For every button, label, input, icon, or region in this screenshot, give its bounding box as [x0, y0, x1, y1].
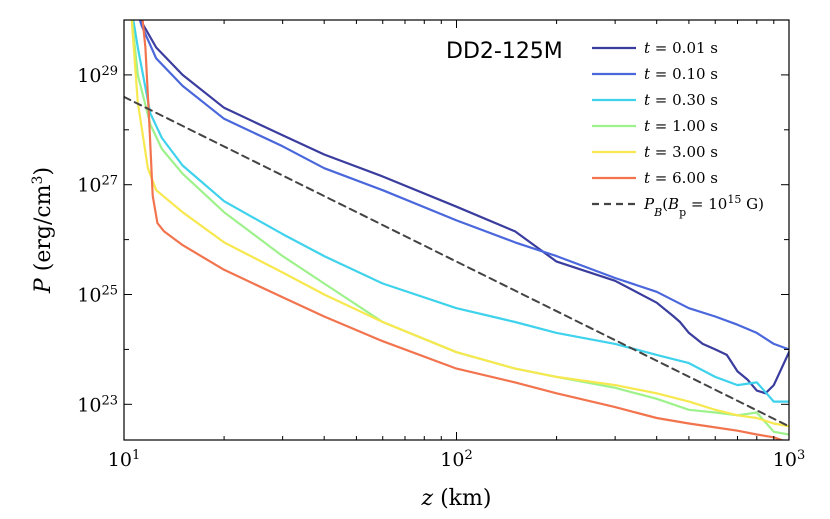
legend-label-0: t = 0.01 s: [644, 39, 718, 57]
y-tick-label: 1029: [77, 63, 118, 87]
legend-label-6: PB(Bp = 1015 G): [643, 193, 764, 219]
series-line-4: [130, 20, 789, 428]
series-line-6: [124, 95, 789, 428]
legend-label-5: t = 6.00 s: [644, 169, 718, 187]
tick-labels: 101 102 103 1023 1025 1027 1029: [77, 63, 805, 471]
legend-label-2: t = 0.30 s: [644, 91, 718, 109]
y-axis-label: P (erg/cm3): [30, 167, 56, 294]
series-line-2: [132, 20, 789, 403]
x-axis-label: z (km): [421, 486, 492, 511]
series-line-0: [139, 20, 789, 395]
legend-label-4: t = 3.00 s: [644, 143, 718, 161]
y-tick-label: 1023: [77, 393, 118, 417]
axis-ticks: [123, 19, 790, 440]
panel-label: DD2-125M: [446, 39, 563, 64]
x-tick-label: 103: [773, 448, 805, 472]
series-line-1: [138, 20, 789, 351]
y-tick-label: 1027: [77, 173, 118, 197]
series-lines: [124, 20, 789, 440]
y-axis-label-text: P (erg/cm3): [30, 167, 56, 294]
legend: t = 0.01 s t = 0.10 s t = 0.30 s t = 1.00 s…: [592, 39, 764, 219]
series-line-5: [141, 20, 785, 440]
legend-label-1: t = 0.10 s: [644, 65, 718, 83]
x-tick-label: 101: [108, 448, 140, 472]
legend-label-3: t = 1.00 s: [644, 117, 718, 135]
x-tick-label: 102: [440, 448, 472, 472]
y-tick-label: 1025: [77, 283, 118, 307]
